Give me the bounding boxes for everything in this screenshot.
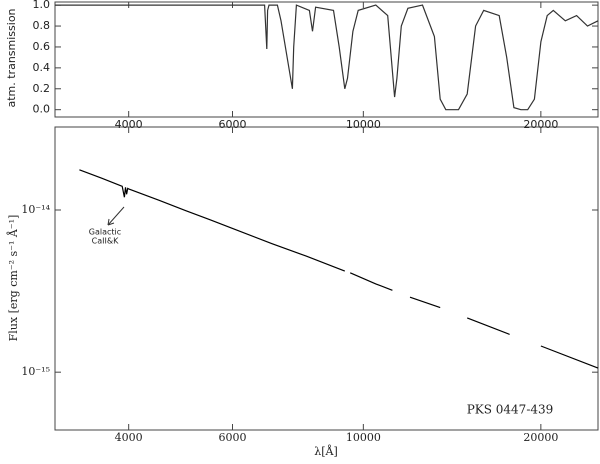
y-tick-label: 10⁻¹⁴ [21,203,50,216]
y-tick-label: 0.4 [33,61,51,74]
y-tick-label: 0.2 [33,82,51,95]
x-tick-label: 4000 [115,431,143,444]
x-tick-label: 6000 [219,431,247,444]
data-line [79,169,599,369]
x-tick-label: 20000 [523,118,558,131]
y-tick-label: 0.0 [33,103,51,116]
annotation-arrowhead [107,218,115,226]
y-tick-label: 0.8 [33,19,51,32]
bottom-frame [54,126,599,431]
y-axis-label: Flux [erg cm⁻² s⁻¹ Å⁻¹] [6,215,20,342]
y-tick-label: 1.0 [33,0,51,11]
y-tick-label: 10⁻¹⁵ [21,365,50,378]
y-axis-label: atm. transmission [5,8,18,107]
x-tick-label: 6000 [219,118,247,131]
x-tick-label: 4000 [115,118,143,131]
source-label: PKS 0447-439 [467,403,554,417]
top-frame [54,1,599,118]
x-tick-label: 10000 [346,431,381,444]
x-axis-label: λ[Å] [314,444,338,458]
x-tick-label: 20000 [523,431,558,444]
data-line [55,4,599,111]
annotation: Galactic [89,228,121,237]
x-tick-label: 10000 [346,118,381,131]
annotation: CaII&K [92,237,119,246]
y-tick-label: 0.6 [33,40,51,53]
annotation-arrow [107,206,125,226]
